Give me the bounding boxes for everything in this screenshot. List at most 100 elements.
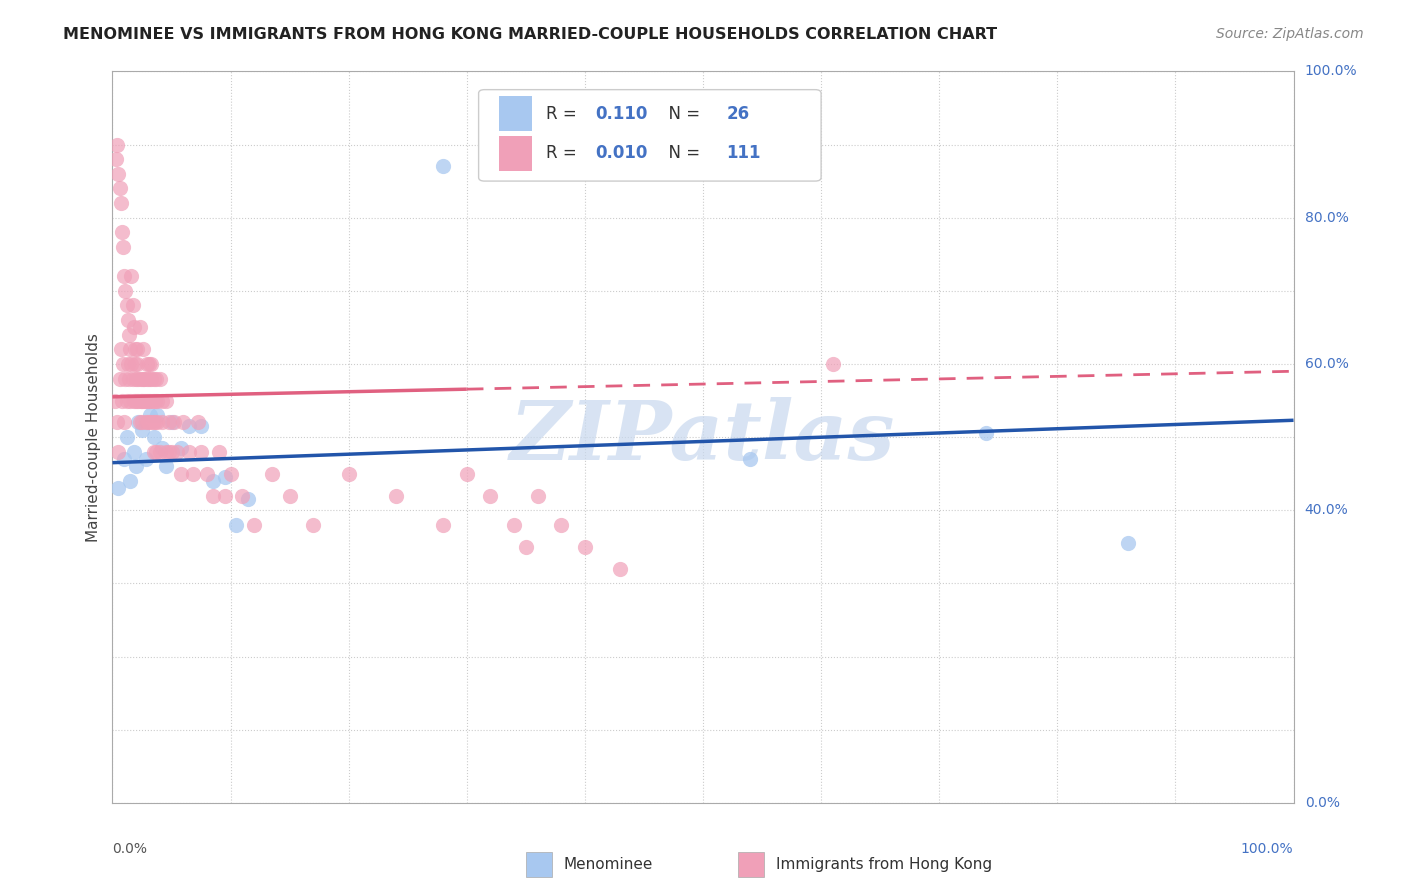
Point — [111, 393, 134, 408]
Text: 60.0%: 60.0% — [1305, 357, 1348, 371]
Point — [105, 152, 128, 166]
Text: 0.010: 0.010 — [596, 145, 648, 162]
Text: 0.110: 0.110 — [596, 104, 648, 122]
Point — [609, 562, 631, 576]
Point — [150, 416, 173, 430]
Point — [124, 357, 146, 371]
Point — [260, 467, 283, 481]
Point — [118, 327, 141, 342]
Point — [138, 357, 160, 371]
Point — [122, 444, 145, 458]
Point — [131, 423, 153, 437]
Point — [112, 269, 135, 284]
Point — [225, 517, 247, 532]
Text: MENOMINEE VS IMMIGRANTS FROM HONG KONG MARRIED-COUPLE HOUSEHOLDS CORRELATION CHA: MENOMINEE VS IMMIGRANTS FROM HONG KONG M… — [63, 27, 997, 42]
Point — [526, 489, 548, 503]
Point — [138, 371, 160, 385]
Point — [124, 343, 146, 357]
Point — [125, 393, 148, 408]
Point — [139, 408, 162, 422]
Point — [108, 181, 131, 195]
Point — [131, 393, 153, 408]
Point — [117, 357, 139, 371]
Point — [515, 540, 537, 554]
Point — [179, 419, 201, 434]
Point — [201, 474, 224, 488]
Text: 80.0%: 80.0% — [1305, 211, 1348, 225]
Point — [139, 393, 162, 408]
Point — [108, 371, 131, 385]
Point — [112, 416, 135, 430]
Point — [127, 371, 149, 385]
Point — [135, 393, 157, 408]
Point — [131, 416, 153, 430]
Text: Source: ZipAtlas.com: Source: ZipAtlas.com — [1216, 27, 1364, 41]
Point — [145, 444, 167, 458]
Point — [115, 298, 138, 312]
Point — [110, 343, 132, 357]
Point — [141, 371, 163, 385]
Point — [122, 393, 145, 408]
Point — [128, 416, 150, 430]
Point — [550, 517, 572, 532]
Point — [821, 357, 844, 371]
Text: 100.0%: 100.0% — [1305, 64, 1357, 78]
Point — [120, 393, 142, 408]
Text: R =: R = — [546, 145, 582, 162]
Point — [503, 517, 526, 532]
Point — [132, 371, 155, 385]
Point — [740, 452, 762, 467]
Point — [127, 343, 149, 357]
Point — [105, 137, 128, 152]
Point — [120, 269, 142, 284]
Point — [238, 492, 260, 507]
Point — [115, 393, 138, 408]
Point — [278, 489, 301, 503]
Point — [179, 444, 201, 458]
Point — [214, 470, 236, 484]
Point — [107, 444, 129, 458]
Point — [110, 196, 132, 211]
Point — [142, 371, 165, 385]
Point — [134, 371, 156, 385]
Point — [181, 467, 204, 481]
Point — [976, 426, 998, 441]
Point — [172, 416, 194, 430]
Point — [136, 393, 159, 408]
Point — [128, 320, 150, 334]
Point — [129, 393, 152, 408]
Point — [432, 517, 454, 532]
Point — [170, 467, 193, 481]
Point — [143, 393, 166, 408]
Point — [127, 416, 149, 430]
Point — [127, 393, 149, 408]
Text: R =: R = — [546, 104, 582, 122]
Point — [121, 371, 143, 385]
Point — [142, 430, 165, 444]
Point — [219, 467, 242, 481]
Point — [160, 444, 183, 458]
Text: Menominee: Menominee — [564, 857, 652, 872]
Y-axis label: Married-couple Households: Married-couple Households — [86, 333, 101, 541]
Point — [125, 459, 148, 474]
Point — [118, 371, 141, 385]
Text: 26: 26 — [727, 104, 749, 122]
Point — [243, 517, 266, 532]
Point — [134, 393, 156, 408]
Text: 40.0%: 40.0% — [1305, 503, 1348, 517]
Point — [302, 517, 325, 532]
Point — [157, 416, 180, 430]
Point — [146, 393, 169, 408]
Point — [104, 393, 127, 408]
Point — [145, 371, 167, 385]
Point — [190, 444, 212, 458]
Point — [114, 371, 136, 385]
Bar — [526, 852, 551, 878]
Point — [141, 357, 163, 371]
Text: 100.0%: 100.0% — [1241, 842, 1294, 855]
Point — [195, 467, 218, 481]
Point — [115, 430, 138, 444]
Point — [135, 357, 157, 371]
Point — [149, 371, 172, 385]
Point — [142, 416, 165, 430]
